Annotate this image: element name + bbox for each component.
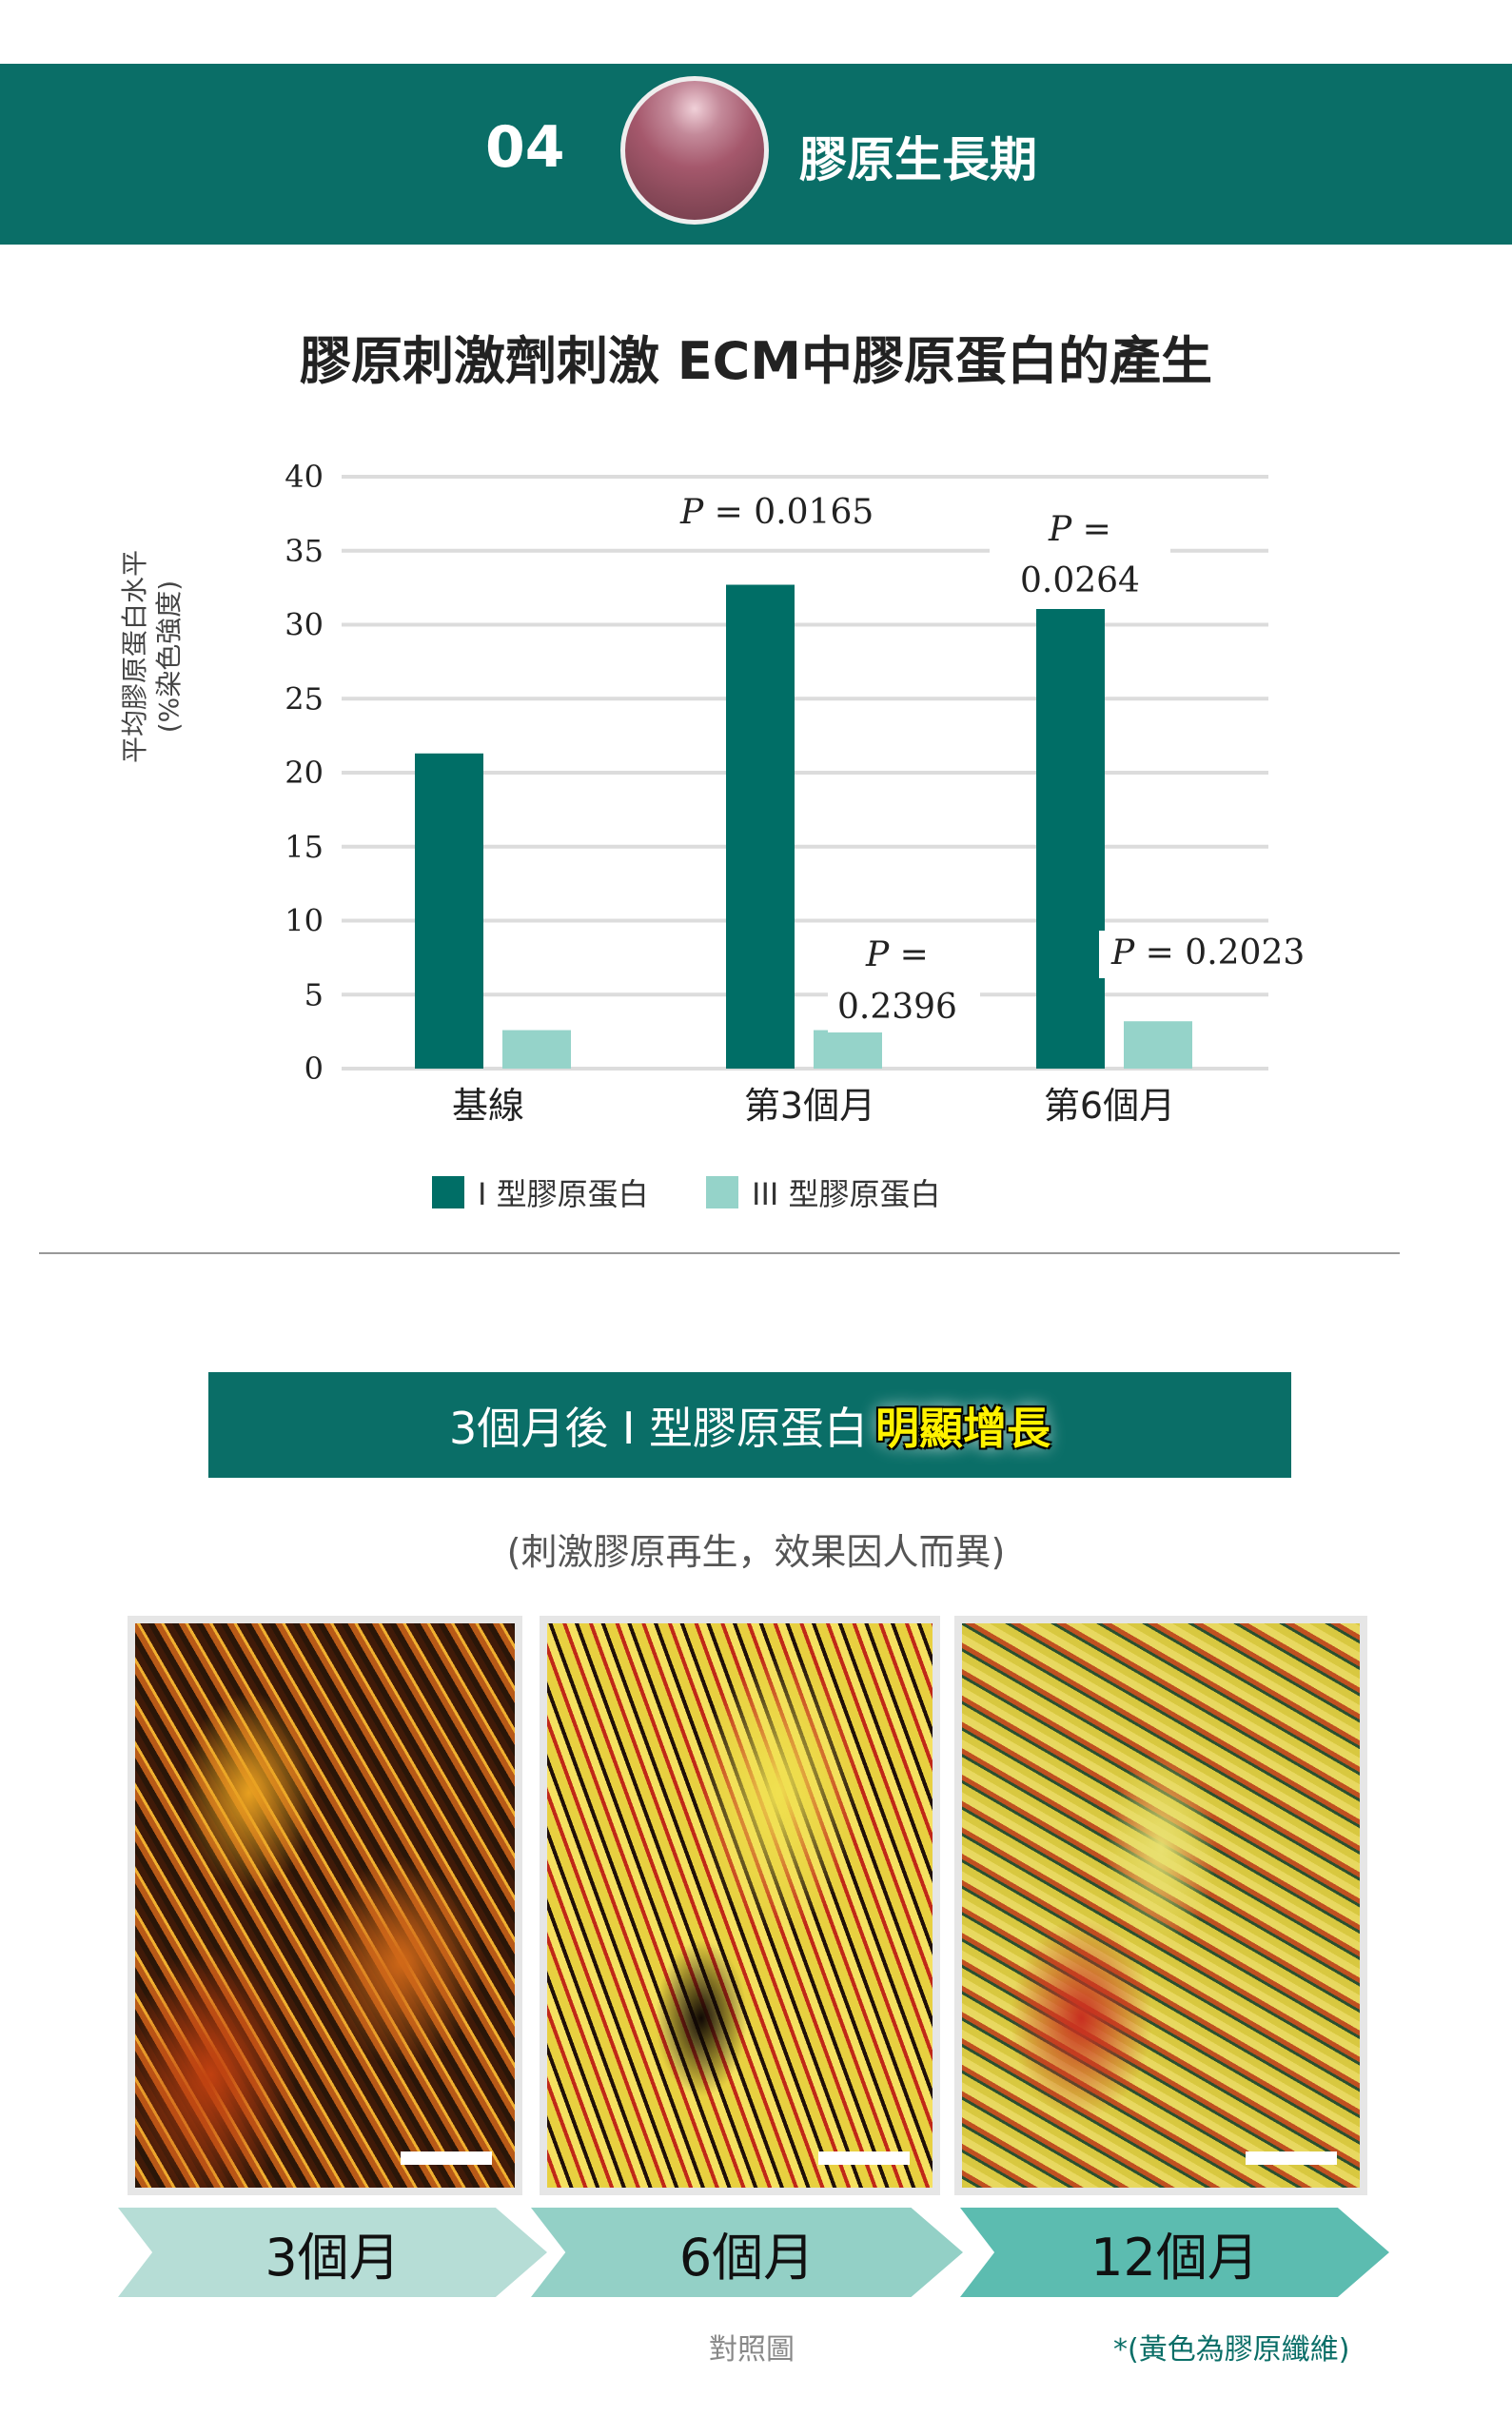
legend-label: III 型膠原蛋白: [752, 1176, 941, 1212]
x-category-label: 基線: [452, 1085, 524, 1127]
histology-image-3-months: [128, 1616, 522, 2195]
scale-bar: [401, 2151, 492, 2165]
p-value-annotation: P =: [865, 935, 929, 974]
bar-type3: [502, 1030, 571, 1069]
y-tick-label: 20: [285, 755, 324, 791]
legend-label: I 型膠原蛋白: [478, 1176, 649, 1212]
legend-item-type3: III 型膠原蛋白: [706, 1170, 941, 1214]
annotation-bg: [666, 485, 856, 542]
y-tick-label: 5: [304, 976, 324, 1012]
timeline-step-12-months: 12個月: [960, 2208, 1389, 2297]
annotation-bg: [990, 504, 1170, 609]
annotation-bg: [1099, 931, 1289, 978]
timeline-label: 12個月: [1090, 2227, 1259, 2288]
scale-bar: [1246, 2151, 1337, 2165]
divider: [39, 1252, 1400, 1254]
reference-caption: 對照圖: [709, 2333, 795, 2367]
legend-swatch: [432, 1176, 464, 1208]
timeline-label: 6個月: [678, 2227, 815, 2288]
color-note: *(黃色為膠原纖維): [1113, 2333, 1350, 2367]
y-tick-label: 25: [285, 680, 324, 717]
legend-swatch: [706, 1176, 738, 1208]
section-title: 膠原生長期: [799, 132, 1037, 187]
section-number: 04: [485, 114, 565, 181]
bar-type3: [814, 1030, 882, 1069]
banner-text: 3個月後 I 型膠原蛋白: [448, 1402, 869, 1454]
timeline-step-3-months: 3個月: [118, 2208, 547, 2297]
bar-type1: [726, 584, 795, 1069]
banner-highlight: 明顯增長: [875, 1402, 1051, 1454]
histology-image-6-months: [540, 1616, 940, 2195]
y-tick-label: 35: [285, 533, 324, 569]
y-tick-label: 40: [285, 459, 324, 495]
x-category-label: 第6個月: [1044, 1085, 1175, 1127]
p-value-annotation: P =: [1048, 510, 1111, 549]
p-value-annotation-line2: 0.2396: [837, 988, 957, 1027]
p-value-annotation: P = 0.0165: [679, 493, 874, 532]
result-banner: 3個月後 I 型膠原蛋白 明顯增長: [208, 1372, 1291, 1478]
y-tick-label: 10: [285, 903, 324, 939]
chart-title: 膠原刺激劑刺激 ECM中膠原蛋白的產生: [299, 331, 1213, 391]
p-value-annotation-line2: 0.0264: [1020, 561, 1140, 600]
timeline-label: 3個月: [265, 2227, 401, 2288]
bar-type3: [1124, 1021, 1192, 1069]
legend-item-type1: I 型膠原蛋白: [432, 1170, 649, 1214]
scale-bar: [818, 2151, 910, 2165]
bar-chart: 0 5 10 15 20 25 30 35 40 基線 第3個月 第6個月 P = 0.0165 P = 0…: [285, 459, 1305, 1127]
disclaimer: (刺激膠原再生，效果因人而異): [506, 1531, 1006, 1573]
histology-image-12-months: [954, 1616, 1367, 2195]
annotation-bg: [828, 928, 980, 1032]
timeline-step-6-months: 6個月: [531, 2208, 963, 2297]
skin-tissue-image: [620, 76, 769, 225]
bar-type1: [415, 753, 483, 1069]
x-category-label: 第3個月: [744, 1085, 875, 1127]
bar-type1: [1036, 602, 1105, 1069]
y-tick-label: 15: [285, 829, 324, 865]
y-tick-label: 30: [285, 607, 324, 643]
p-value-annotation: P = 0.2023: [1110, 933, 1305, 972]
y-tick-label: 0: [304, 1051, 324, 1087]
